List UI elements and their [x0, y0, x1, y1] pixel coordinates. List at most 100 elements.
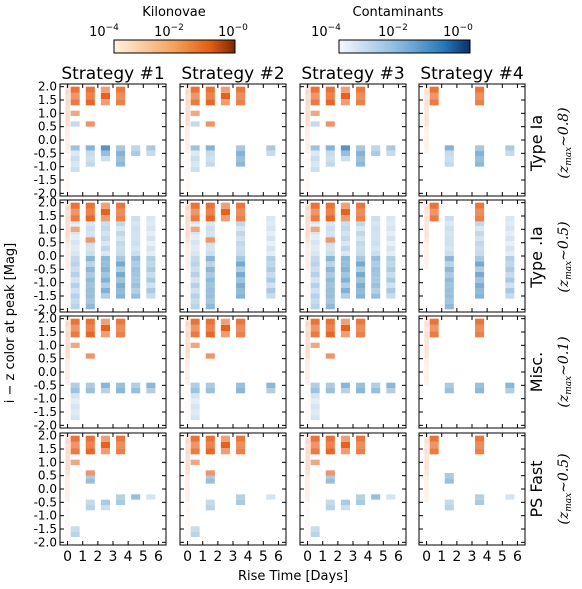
kilonova-bin: [65, 512, 70, 518]
contaminant-bin: [444, 161, 454, 167]
contaminant-bin: [236, 288, 246, 294]
kilonova-bin: [424, 497, 429, 503]
kilonova-bin: [185, 221, 190, 227]
kilonova-bin: [305, 89, 310, 95]
kilonova-bin: [475, 441, 485, 449]
contaminant-bin: [356, 246, 366, 251]
kilonova-bin: [185, 89, 190, 95]
kilonova-bin: [190, 435, 200, 442]
kilonova-bin: [185, 507, 190, 513]
contaminant-bin: [310, 224, 320, 230]
kilonova-bin: [85, 353, 95, 359]
contaminant-bin: [70, 266, 80, 272]
contaminant-bin: [146, 282, 156, 288]
kilonova-bin: [310, 459, 320, 465]
contaminant-bin: [190, 288, 200, 294]
contaminant-bin: [356, 251, 366, 256]
y-tick-label: 1.5: [38, 209, 57, 223]
kilonova-bin: [185, 522, 190, 528]
kilonova-bin: [185, 326, 190, 332]
contaminant-bin: [505, 261, 515, 267]
kilonova-bin: [424, 454, 429, 460]
kilonova-bin: [65, 527, 70, 533]
kilonova-bin: [305, 465, 310, 471]
contaminant-bin: [356, 161, 366, 167]
kilonova-bin: [475, 202, 485, 209]
kilonova-bin: [190, 342, 200, 348]
x-tick-label: 0: [422, 549, 431, 565]
kilonova-bin: [424, 205, 429, 211]
kilonova-bin: [236, 92, 246, 100]
kilonova-bin: [116, 99, 126, 106]
kilonova-bin: [185, 502, 190, 508]
contaminant-bin: [116, 241, 126, 246]
kilonova-bin: [305, 348, 310, 354]
kilonova-bin: [305, 253, 310, 259]
y-tick-label: 0.0: [38, 249, 57, 263]
contaminant-bin: [444, 261, 454, 267]
kilonova-bin: [305, 205, 310, 211]
kilonova-bin: [185, 342, 190, 348]
contaminant-bin: [340, 272, 350, 278]
kilonova-bin: [185, 284, 190, 290]
contaminant-bin: [325, 266, 335, 272]
kilonova-bin: [325, 353, 335, 359]
kilonova-bin: [65, 126, 70, 132]
contaminant-bin: [190, 293, 200, 299]
kilonova-bin: [65, 348, 70, 354]
contaminant-bin: [205, 261, 215, 267]
kilonova-bin: [185, 173, 190, 179]
contaminant-bin: [85, 304, 95, 310]
kilonova-bin: [65, 274, 70, 280]
contaminant-bin: [131, 145, 141, 151]
contaminant-bin: [386, 388, 396, 394]
contaminant-bin: [116, 499, 126, 505]
kilonova-bin: [424, 94, 429, 100]
x-tick-label: 5: [259, 549, 268, 565]
contaminant-bin: [190, 256, 200, 262]
contaminant-bin: [356, 277, 366, 283]
kilonova-bin: [65, 178, 70, 184]
contaminant-bin: [310, 526, 320, 532]
x-tick-label: 6: [394, 549, 403, 565]
contaminant-bin: [325, 231, 335, 236]
contaminant-bin: [146, 266, 156, 272]
kilonova-bin: [475, 448, 485, 455]
contaminant-bin: [131, 382, 141, 388]
kilonova-bin: [424, 210, 429, 216]
kilonova-bin: [65, 537, 70, 543]
kilonova-bin: [305, 274, 310, 280]
y-tick-label: 2.0: [38, 196, 57, 210]
kilonova-bin: [305, 264, 310, 270]
y-tick-label: -1.5: [34, 405, 57, 419]
contaminant-bin: [266, 256, 276, 262]
kilonova-bin: [305, 332, 310, 338]
kilonova-bin: [305, 532, 310, 538]
kilonova-bin: [325, 92, 335, 100]
contaminant-bin: [146, 388, 156, 394]
kilonova-bin: [305, 100, 310, 106]
kilonova-bin: [305, 491, 310, 497]
kilonova-bin: [116, 318, 126, 325]
contaminant-bin: [444, 145, 454, 151]
contaminant-bin: [371, 236, 381, 241]
kilonova-bin: [356, 86, 366, 93]
kilonova-bin: [205, 202, 215, 209]
kilonova-bin: [185, 415, 190, 421]
contaminant-bin: [356, 261, 366, 267]
kilonova-bin: [65, 385, 70, 391]
kilonova-bin: [305, 326, 310, 332]
contaminant-bin: [146, 150, 156, 156]
kilonova-bin: [424, 242, 429, 248]
kilonova-bin: [65, 221, 70, 227]
kilonova-bin: [185, 390, 190, 396]
kilonova-bin: [70, 459, 80, 465]
kilonova-bin: [70, 331, 80, 338]
contaminant-bin: [205, 231, 215, 236]
contaminant-bin: [444, 298, 454, 304]
kilonova-bin: [475, 86, 485, 93]
kilonova-bin: [100, 441, 110, 449]
kilonova-bin: [70, 110, 80, 116]
kilonova-bin: [85, 121, 95, 127]
kilonova-bin: [185, 248, 190, 254]
